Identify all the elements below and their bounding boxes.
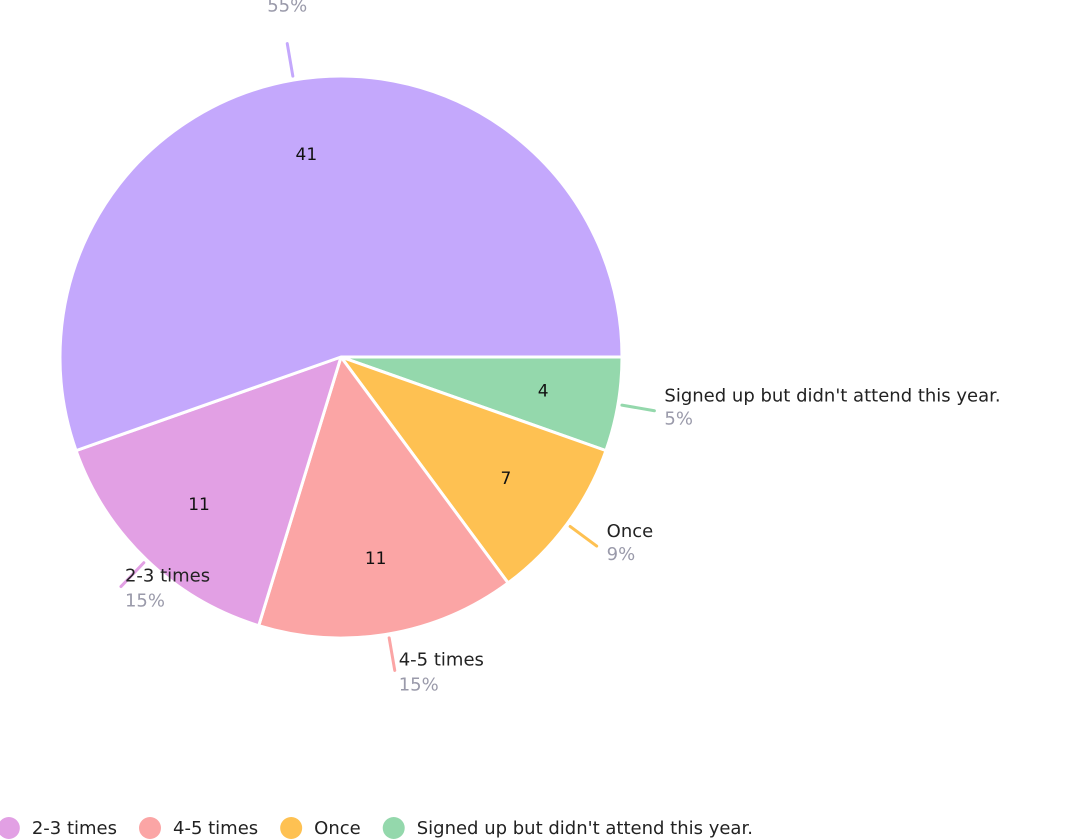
legend-label: 2-3 times: [32, 818, 117, 839]
slice-percent: 9%: [607, 544, 636, 565]
slice-label: Once: [607, 521, 654, 542]
slice-percent: 15%: [125, 591, 165, 612]
legend-swatch: [139, 817, 161, 839]
leader-line: [568, 524, 599, 548]
legend-item: Signed up but didn't attend this year.: [382, 817, 753, 839]
legend-swatch: [0, 817, 20, 839]
pie-slice: [74, 354, 344, 628]
legend-label: Once: [314, 818, 361, 839]
leader-line: [285, 42, 295, 78]
slice-value: 11: [188, 495, 210, 515]
legend-swatch: [280, 817, 303, 839]
legend-item: Once: [280, 817, 361, 839]
slice-value: 11: [365, 549, 387, 569]
legend-swatch: [382, 817, 405, 839]
pie-slice: [58, 74, 624, 453]
slice-label: Signed up but didn't attend this year.: [664, 386, 1000, 407]
slice-value: 7: [501, 469, 512, 489]
slice-label: 2-3 times: [125, 566, 210, 587]
leader-line: [620, 403, 656, 413]
legend-item: 2-3 times: [0, 817, 117, 839]
legend-label: Signed up but didn't attend this year.: [417, 818, 753, 839]
slice-percent: 15%: [399, 674, 439, 695]
slice-value: 4: [538, 382, 549, 402]
slice-percent: 5%: [664, 409, 693, 430]
legend-label: 4-5 times: [173, 818, 258, 839]
pie-slice: [336, 353, 608, 586]
legend-item: 4-5 times: [139, 817, 258, 839]
slice-label: 4-5 times: [399, 649, 484, 670]
pie-slice: [256, 353, 511, 640]
leader-line: [387, 636, 397, 672]
slice-value: 41: [296, 145, 318, 165]
leader-line: [119, 561, 146, 589]
slice-percent: 55%: [267, 0, 307, 17]
